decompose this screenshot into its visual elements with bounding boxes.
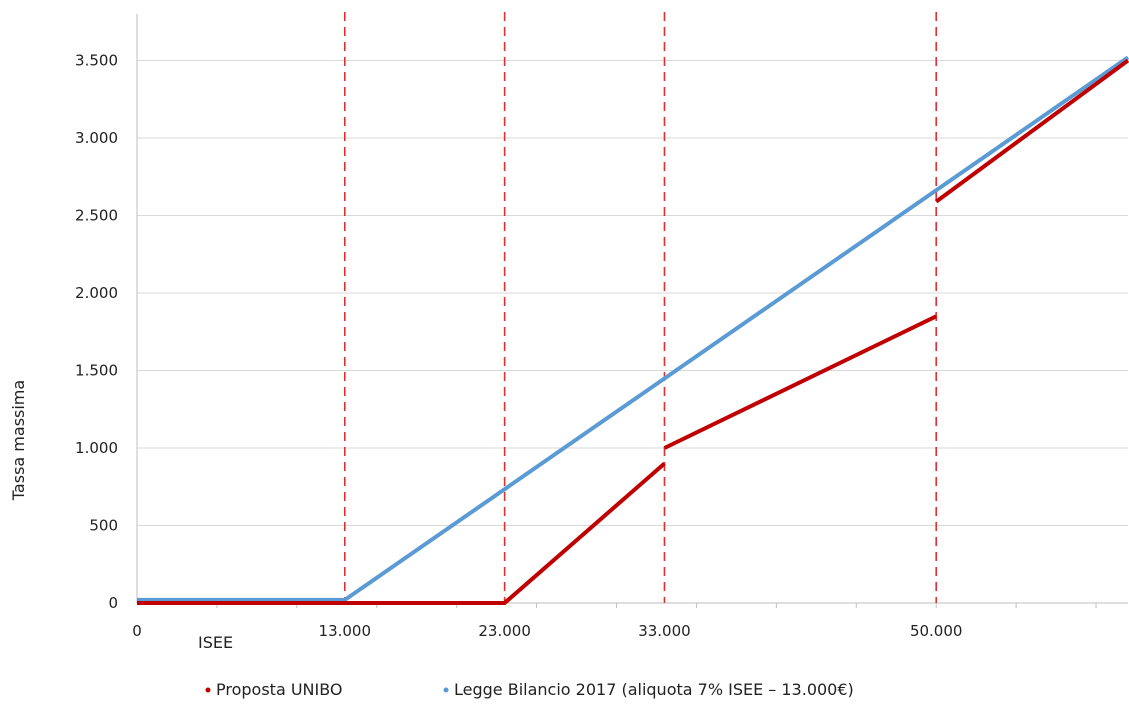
legend-marker-0 (205, 687, 211, 693)
x-tick-label: 13.000 (319, 622, 372, 640)
series-0-line-segment-1 (663, 314, 938, 450)
vertical-reference-lines (343, 12, 937, 603)
legend: Proposta UNIBO Legge Bilancio 2017 (aliqu… (205, 680, 854, 699)
legend-label-1: Legge Bilancio 2017 (aliquota 7% ISEE – … (454, 680, 854, 699)
y-tick-label: 500 (89, 517, 118, 535)
y-tick-label: 1.000 (75, 439, 118, 457)
series-1-line-segment-0 (137, 55, 1129, 602)
gridlines (137, 60, 1128, 526)
x-axis-ticks: 0 13.000 23.000 33.000 50.000 (132, 622, 962, 640)
legend-marker-1 (443, 687, 449, 693)
y-axis-label: Tassa massima (9, 380, 28, 501)
y-tick-label: 1.500 (75, 362, 118, 380)
series-0-line-segment-0 (137, 461, 666, 605)
y-tick-label: 3.000 (75, 129, 118, 147)
x-tick-label: 50.000 (910, 622, 963, 640)
series-lines (137, 55, 1129, 605)
legend-label-0: Proposta UNIBO (216, 680, 343, 699)
x-tick-label: 23.000 (478, 622, 531, 640)
y-tick-label: 3.500 (75, 52, 118, 70)
series-0-line-segment-2 (935, 58, 1129, 204)
x-tick-label: 33.000 (638, 622, 691, 640)
y-tick-label: 2.000 (75, 284, 118, 302)
y-tick-label: 0 (108, 594, 118, 612)
x-tick-label: 0 (132, 622, 142, 640)
x-axis-label: ISEE (198, 633, 233, 652)
y-axis-ticks: 0 500 1.000 1.500 2.000 2.500 3.000 3.500 (75, 52, 118, 613)
y-tick-label: 2.500 (75, 207, 118, 225)
axes (136, 14, 1128, 608)
